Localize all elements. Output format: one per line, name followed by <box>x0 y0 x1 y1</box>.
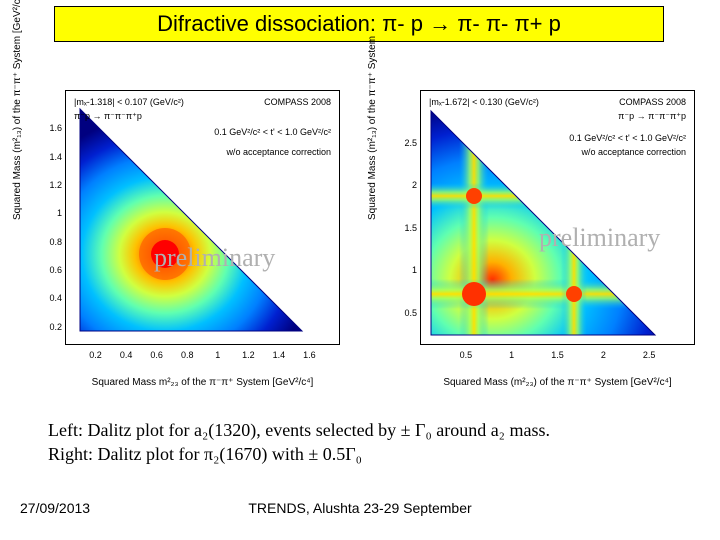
left-experiment-annot: COMPASS 2008 <box>264 97 331 109</box>
tick-label: 2 <box>601 350 606 360</box>
tick-label: 2 <box>403 180 417 190</box>
tick-label: 0.4 <box>120 350 133 360</box>
left-tcut-annot: 0.1 GeV²/c² < t' < 1.0 GeV²/c² <box>214 127 331 139</box>
tick-label: 0.5 <box>403 308 417 318</box>
tick-label: 1.2 <box>242 350 255 360</box>
tick-label: 2.5 <box>643 350 656 360</box>
tick-label: 0.2 <box>89 350 102 360</box>
right-heatmap-svg <box>421 91 695 345</box>
page-title: Difractive dissociation: π- p → π- π- π+… <box>54 6 664 42</box>
left-reaction-annot: π⁻p → π⁻π⁻π⁺p <box>74 111 142 123</box>
right-reaction-annot: π⁻p → π⁻π⁻π⁺p <box>618 111 686 123</box>
tick-label: 1.5 <box>403 223 417 233</box>
left-acc-annot: w/o acceptance correction <box>226 147 331 159</box>
left-dalitz-plot: Squared Mass (m²₁₃) of the π⁻π⁺ System [… <box>10 80 355 390</box>
footer-center: TRENDS, Alushta 23-29 September <box>0 500 720 516</box>
right-dalitz-plot: Squared Mass (m²₁₃) of the π⁻π⁺ System <box>365 80 710 390</box>
right-experiment-annot: COMPASS 2008 <box>619 97 686 109</box>
left-cut-annot: |mₓ-1.318| < 0.107 (GeV/c²) <box>74 97 184 109</box>
right-tcut-annot: 0.1 GeV²/c² < t' < 1.0 GeV²/c² <box>569 133 686 145</box>
left-ylabel: Squared Mass (m²₁₃) of the π⁻π⁺ System [… <box>12 0 23 220</box>
tick-label: 1 <box>509 350 514 360</box>
tick-label: 1.4 <box>48 152 62 162</box>
tick-label: 1.2 <box>48 180 62 190</box>
tick-label: 0.2 <box>48 322 62 332</box>
right-xlabel: Squared Mass (m²₂₃) of the π⁻π⁺ System [… <box>420 377 695 388</box>
tick-label: 1 <box>48 208 62 218</box>
right-ylabel: Squared Mass (m²₁₃) of the π⁻π⁺ System <box>367 36 378 220</box>
right-cut-annot: |mₓ-1.672| < 0.130 (GeV/c²) <box>429 97 539 109</box>
left-xlabel: Squared Mass m²₂₃ of the π⁻π⁺ System [Ge… <box>65 377 340 388</box>
tick-label: 0.6 <box>48 265 62 275</box>
caption-line1: Left: Dalitz plot for a₂(1320), events s… <box>48 418 550 442</box>
tick-label: 0.6 <box>150 350 163 360</box>
tick-label: 2.5 <box>403 138 417 148</box>
caption: Left: Dalitz plot for a₂(1320), events s… <box>48 418 550 467</box>
charts-row: Squared Mass (m²₁₃) of the π⁻π⁺ System [… <box>10 80 710 390</box>
right-plot-area: |mₓ-1.672| < 0.130 (GeV/c²) COMPASS 2008… <box>420 90 695 345</box>
tick-label: 1.6 <box>303 350 316 360</box>
tick-label: 0.5 <box>460 350 473 360</box>
left-plot-area: |mₓ-1.318| < 0.107 (GeV/c²) π⁻p → π⁻π⁻π⁺… <box>65 90 340 345</box>
tick-label: 1.6 <box>48 123 62 133</box>
tick-label: 1.4 <box>273 350 286 360</box>
tick-label: 0.8 <box>181 350 194 360</box>
tick-label: 0.8 <box>48 237 62 247</box>
tick-label: 1 <box>215 350 220 360</box>
right-acc-annot: w/o acceptance correction <box>581 147 686 159</box>
tick-label: 1 <box>403 265 417 275</box>
caption-line2: Right: Dalitz plot for π₂(1670) with ± 0… <box>48 442 550 466</box>
tick-label: 0.4 <box>48 293 62 303</box>
tick-label: 1.5 <box>551 350 564 360</box>
